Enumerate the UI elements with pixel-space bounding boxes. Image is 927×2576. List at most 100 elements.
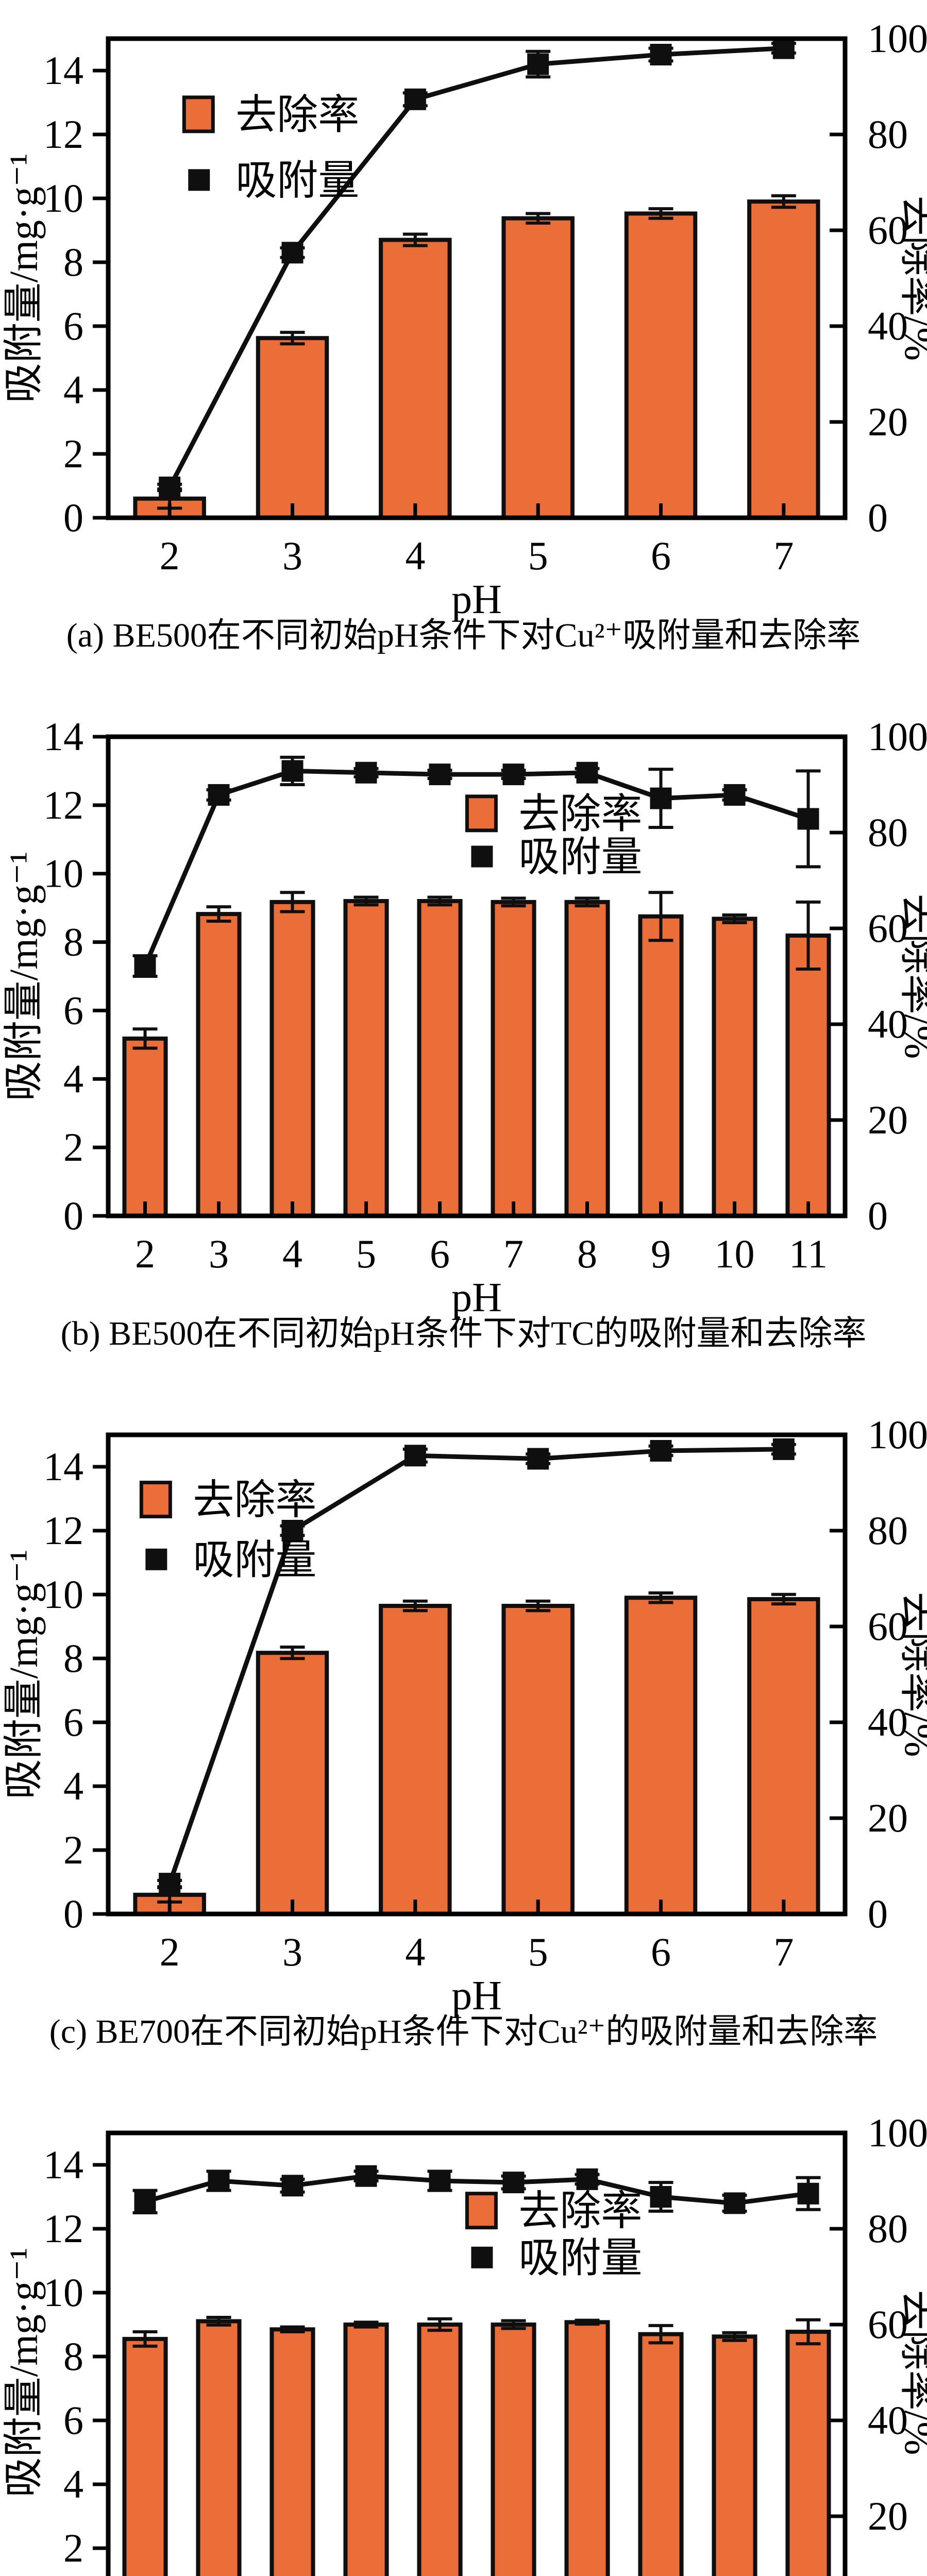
y-left-tick-label: 12 bbox=[43, 112, 83, 157]
bar-removal-ph-5 bbox=[343, 899, 389, 1218]
bar-removal-ph-2 bbox=[122, 2336, 168, 2576]
y-left-tick-label: 0 bbox=[63, 495, 83, 540]
adsorption-marker-ph-11 bbox=[797, 808, 819, 830]
plot-area bbox=[122, 2165, 831, 2576]
legend-bar-swatch bbox=[465, 794, 498, 833]
adsorption-marker-ph-7 bbox=[502, 764, 525, 786]
adsorption-marker-ph-6 bbox=[429, 2170, 451, 2192]
legend-bar-swatch bbox=[139, 1481, 172, 1519]
error-bar bbox=[771, 1592, 796, 1606]
chart-b-caption: (b) BE500在不同初始pH条件下对TC的吸附量和去除率 bbox=[60, 1315, 867, 1352]
x-tick-label: 7 bbox=[773, 1929, 794, 1974]
plot-box bbox=[106, 36, 848, 520]
y-right-tick-label: 40 bbox=[868, 303, 908, 348]
y-left-tick-label: 4 bbox=[63, 367, 83, 412]
legend-marker-swatch bbox=[188, 169, 210, 191]
y-right-axis-title: 去除率/% bbox=[897, 1592, 927, 1757]
adsorption-marker-ph-8 bbox=[576, 761, 598, 784]
x-tick-label: 2 bbox=[160, 533, 180, 578]
y-left-tick-label: 10 bbox=[43, 2270, 83, 2315]
error-bar bbox=[722, 913, 747, 924]
error-bar bbox=[402, 232, 428, 247]
bar-removal-ph-5 bbox=[501, 1604, 575, 1916]
y-right-tick-label: 100 bbox=[868, 1412, 927, 1457]
x-tick-label: 5 bbox=[356, 1231, 376, 1276]
y-left-tick-label: 8 bbox=[63, 1636, 83, 1681]
y-left-tick-label: 6 bbox=[63, 988, 83, 1032]
error-bar bbox=[280, 891, 305, 913]
error-bar bbox=[206, 2316, 231, 2327]
x-tick-label: 11 bbox=[789, 1231, 828, 1276]
adsorption-marker-ph-3 bbox=[208, 2170, 230, 2192]
x-tick-label: 6 bbox=[651, 533, 671, 578]
adsorption-marker-ph-5 bbox=[527, 53, 549, 75]
y-left-tick-label: 4 bbox=[63, 1056, 83, 1101]
y-left-tick-label: 8 bbox=[63, 920, 83, 964]
y-left-tick-label: 4 bbox=[63, 1764, 83, 1808]
x-tick-label: 5 bbox=[528, 1929, 548, 1974]
legend-marker-swatch bbox=[471, 2246, 493, 2268]
y-right-tick-label: 40 bbox=[868, 2398, 908, 2443]
y-left-tick-label: 6 bbox=[63, 1700, 83, 1744]
adsorption-line bbox=[144, 2174, 809, 2206]
plot-area bbox=[133, 37, 820, 520]
error-bar bbox=[796, 2318, 821, 2346]
bar-removal-ph-7 bbox=[747, 199, 820, 520]
y-right-tick-label: 60 bbox=[868, 2302, 908, 2347]
y-right-tick-label: 0 bbox=[868, 1891, 888, 1936]
y-left-tick-label: 10 bbox=[43, 1572, 83, 1617]
bar-removal-ph-9 bbox=[638, 914, 684, 1218]
adsorption-marker-ph-6 bbox=[650, 44, 672, 65]
error-bar bbox=[280, 2325, 305, 2333]
y-left-tick-label: 10 bbox=[43, 176, 83, 221]
chart-svg-c: 0 2 4 6 8 10 12 14 0 20 40 60 80 100 2 3 4 5 6 7 pH 吸附量/mg·g⁻… bbox=[1, 1412, 927, 2019]
x-tick-label: 4 bbox=[405, 1929, 425, 1974]
y-right-tick-label: 60 bbox=[868, 208, 908, 252]
x-tick-label: 4 bbox=[282, 1231, 302, 1276]
adsorption-marker-ph-5 bbox=[527, 1448, 549, 1470]
plot-box bbox=[106, 734, 848, 1218]
bar-removal-ph-11 bbox=[785, 933, 831, 1218]
adsorption-line bbox=[143, 768, 809, 967]
adsorption-line bbox=[167, 46, 784, 489]
y-right-tick-label: 100 bbox=[868, 714, 927, 759]
plot-box bbox=[106, 1432, 848, 1917]
bar-removal-ph-11 bbox=[785, 2329, 831, 2576]
x-tick-label: 2 bbox=[160, 1929, 180, 1974]
y-right-tick-label: 0 bbox=[868, 1193, 888, 1238]
chart-d-plot: 02468101214020406080100234567891011pH吸附量… bbox=[0, 2094, 927, 2576]
error-bar bbox=[526, 1599, 551, 1613]
bar-removal-ph-10 bbox=[712, 2334, 757, 2576]
adsorption-marker-ph-4 bbox=[404, 88, 426, 110]
y-left-tick-label: 2 bbox=[63, 1827, 83, 1872]
adsorption-marker-ph-10 bbox=[723, 2192, 746, 2214]
y-left-tick-label: 12 bbox=[43, 1508, 83, 1553]
chart-svg-d: 02468101214020406080100234567891011pH吸附量… bbox=[1, 2110, 927, 2576]
y-left-tick-label: 14 bbox=[43, 714, 83, 759]
bar-removal-ph-6 bbox=[417, 2323, 463, 2576]
chart-panel-b: 0 2 4 6 8 10 12 14 0 20 40 60 80 100 2 3 4 5 6 7 8 9 10 11 pH 吸附量… bbox=[0, 698, 927, 1396]
y-right-tick-label: 100 bbox=[868, 16, 927, 61]
x-tick-label: 9 bbox=[651, 1231, 671, 1276]
bar-removal-ph-5 bbox=[501, 216, 575, 520]
adsorption-marker-ph-2 bbox=[134, 955, 156, 977]
legend-bar-label: 去除率 bbox=[235, 93, 359, 138]
adsorption-marker-ph-7 bbox=[772, 37, 795, 59]
bar-removal-ph-6 bbox=[624, 1596, 698, 1916]
y-left-tick-label: 14 bbox=[43, 48, 83, 93]
bar-removal-ph-4 bbox=[269, 2327, 315, 2576]
adsorption-marker-ph-10 bbox=[723, 784, 746, 806]
chart-panel-a: 0 2 4 6 8 10 12 14 0 20 40 60 80 100 2 3 4 5 6 7 pH 吸附量/mg·g⁻… bbox=[0, 0, 927, 698]
bar-removal-ph-4 bbox=[379, 1604, 452, 1916]
x-tick-label: 2 bbox=[135, 1231, 155, 1276]
y-left-tick-label: 4 bbox=[63, 2462, 83, 2506]
legend-marker-label: 吸附量 bbox=[193, 1538, 316, 1583]
x-tick-label: 6 bbox=[430, 1231, 450, 1276]
x-tick-label: 3 bbox=[282, 533, 302, 578]
y-left-tick-label: 8 bbox=[63, 2334, 83, 2379]
bar-removal-ph-6 bbox=[417, 899, 463, 1218]
